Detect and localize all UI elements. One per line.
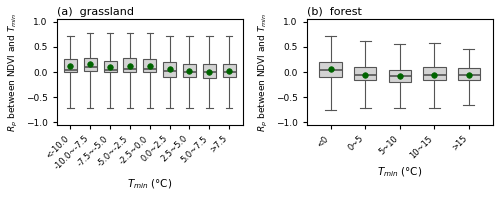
PathPatch shape (144, 59, 156, 72)
Y-axis label: $R_p$ between NDVI and $T_{min}$: $R_p$ between NDVI and $T_{min}$ (257, 12, 270, 132)
PathPatch shape (124, 58, 136, 72)
Text: (a)  grassland: (a) grassland (56, 7, 134, 17)
PathPatch shape (203, 65, 216, 78)
X-axis label: $T_{min}$ (°C): $T_{min}$ (°C) (127, 177, 172, 191)
PathPatch shape (183, 65, 196, 77)
X-axis label: $T_{min}$ (°C): $T_{min}$ (°C) (377, 166, 422, 179)
PathPatch shape (320, 62, 342, 77)
PathPatch shape (222, 65, 235, 77)
PathPatch shape (84, 58, 96, 71)
Text: (b)  forest: (b) forest (306, 7, 362, 17)
PathPatch shape (458, 68, 480, 80)
PathPatch shape (64, 59, 77, 72)
PathPatch shape (104, 61, 117, 72)
Y-axis label: $R_p$ between NDVI and $T_{min}$: $R_p$ between NDVI and $T_{min}$ (7, 12, 20, 132)
PathPatch shape (354, 67, 376, 80)
PathPatch shape (423, 67, 446, 80)
PathPatch shape (388, 69, 411, 82)
PathPatch shape (163, 62, 176, 77)
